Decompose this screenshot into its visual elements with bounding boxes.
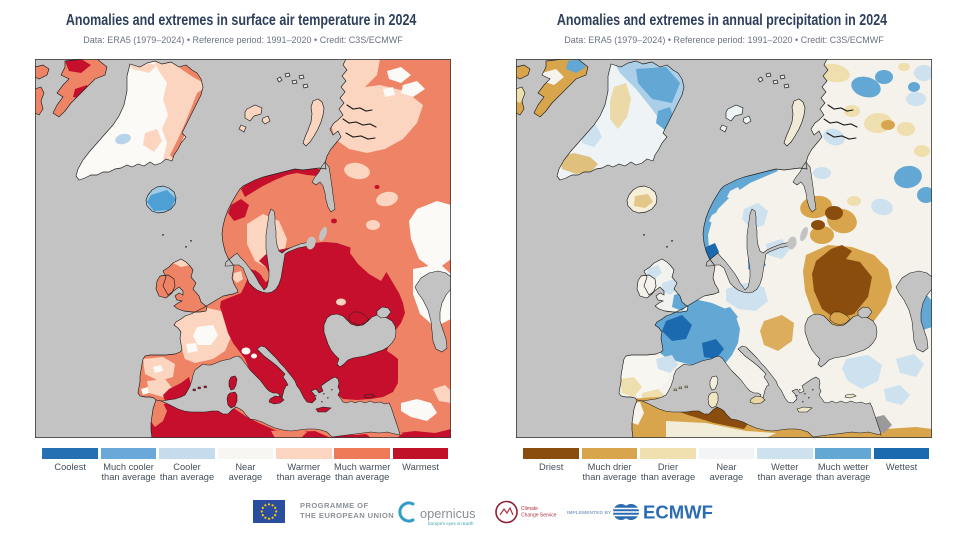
svg-text:opernicus: opernicus <box>420 506 476 521</box>
svg-text:THE EUROPEAN UNION: THE EUROPEAN UNION <box>300 511 394 520</box>
svg-text:Change Service: Change Service <box>521 513 557 519</box>
svg-text:Climate: Climate <box>521 506 538 512</box>
svg-text:ECMWF: ECMWF <box>643 502 713 523</box>
svg-text:Europe's eyes on Earth: Europe's eyes on Earth <box>428 521 474 526</box>
svg-text:IMPLEMENTED BY: IMPLEMENTED BY <box>567 510 612 516</box>
svg-text:PROGRAMME OF: PROGRAMME OF <box>300 501 369 510</box>
